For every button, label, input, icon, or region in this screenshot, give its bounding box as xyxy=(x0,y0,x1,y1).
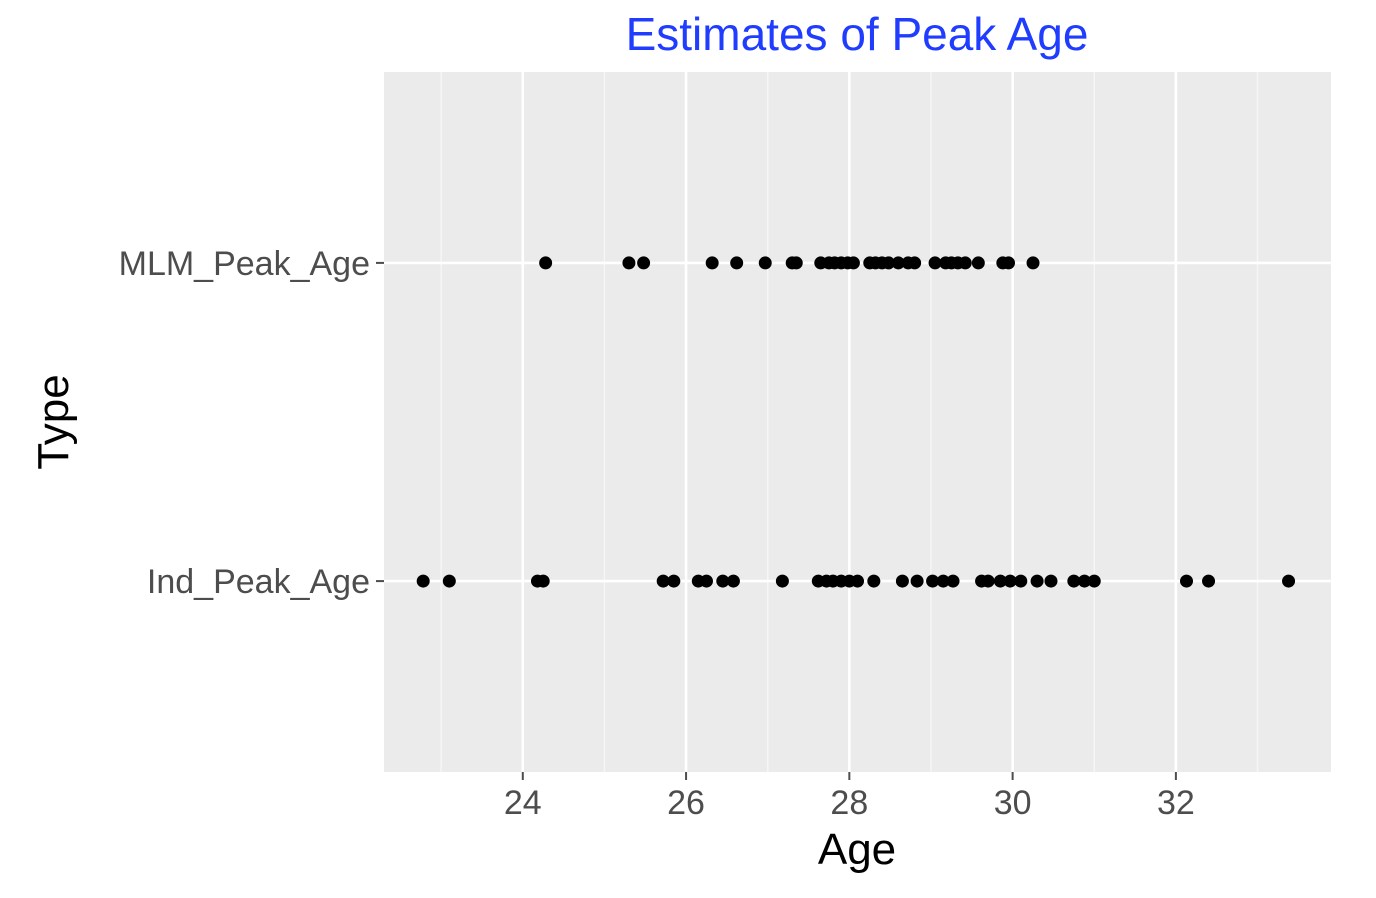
data-point xyxy=(891,256,905,270)
data-point xyxy=(1087,574,1101,588)
data-point xyxy=(539,256,553,270)
data-points xyxy=(416,256,1296,588)
data-point xyxy=(667,574,681,588)
data-point xyxy=(789,256,803,270)
y-tick-label: Ind_Peak_Age xyxy=(147,563,370,601)
x-tick-label: 30 xyxy=(994,784,1032,822)
data-point xyxy=(1202,574,1216,588)
data-point xyxy=(656,574,670,588)
data-point xyxy=(882,256,896,270)
data-point xyxy=(442,574,456,588)
x-axis-title: Age xyxy=(818,825,896,874)
data-point xyxy=(910,574,924,588)
data-point xyxy=(622,256,636,270)
data-point xyxy=(1067,574,1081,588)
data-point xyxy=(946,574,960,588)
x-tick-label: 28 xyxy=(830,784,868,822)
minor-gridlines xyxy=(440,72,1259,772)
data-point xyxy=(1002,256,1016,270)
y-axis-ticks: Ind_Peak_Age MLM_Peak_Age xyxy=(119,245,384,601)
data-point xyxy=(895,574,909,588)
data-point xyxy=(971,256,985,270)
data-point xyxy=(1014,574,1028,588)
data-point xyxy=(730,256,744,270)
data-point xyxy=(867,574,881,588)
data-point xyxy=(1282,574,1296,588)
data-point xyxy=(981,574,995,588)
data-point xyxy=(958,256,972,270)
data-point xyxy=(1026,256,1040,270)
plot-panel xyxy=(384,72,1331,772)
data-point xyxy=(775,574,789,588)
y-tick-label: MLM_Peak_Age xyxy=(119,245,370,283)
data-point xyxy=(993,574,1007,588)
x-tick-label: 32 xyxy=(1157,784,1195,822)
data-point xyxy=(699,574,713,588)
data-point xyxy=(1003,574,1017,588)
data-point xyxy=(936,574,950,588)
data-point xyxy=(928,256,942,270)
data-point xyxy=(637,256,651,270)
data-point xyxy=(926,574,940,588)
data-point xyxy=(1077,574,1091,588)
data-point xyxy=(536,574,550,588)
data-point xyxy=(416,574,430,588)
data-point xyxy=(716,574,730,588)
data-point xyxy=(851,574,864,588)
data-point xyxy=(846,256,860,270)
data-point xyxy=(1180,574,1194,588)
x-tick-label: 26 xyxy=(667,784,705,822)
data-point xyxy=(1030,574,1044,588)
data-point xyxy=(705,256,719,270)
data-point xyxy=(1044,574,1058,588)
x-axis-ticks: 24 26 28 30 32 xyxy=(504,772,1195,822)
x-tick-label: 24 xyxy=(504,784,542,822)
data-point xyxy=(726,574,740,588)
data-point xyxy=(908,256,922,270)
chart-title: Estimates of Peak Age xyxy=(626,8,1089,60)
data-point xyxy=(758,256,772,270)
y-axis-title: Type xyxy=(29,374,78,469)
